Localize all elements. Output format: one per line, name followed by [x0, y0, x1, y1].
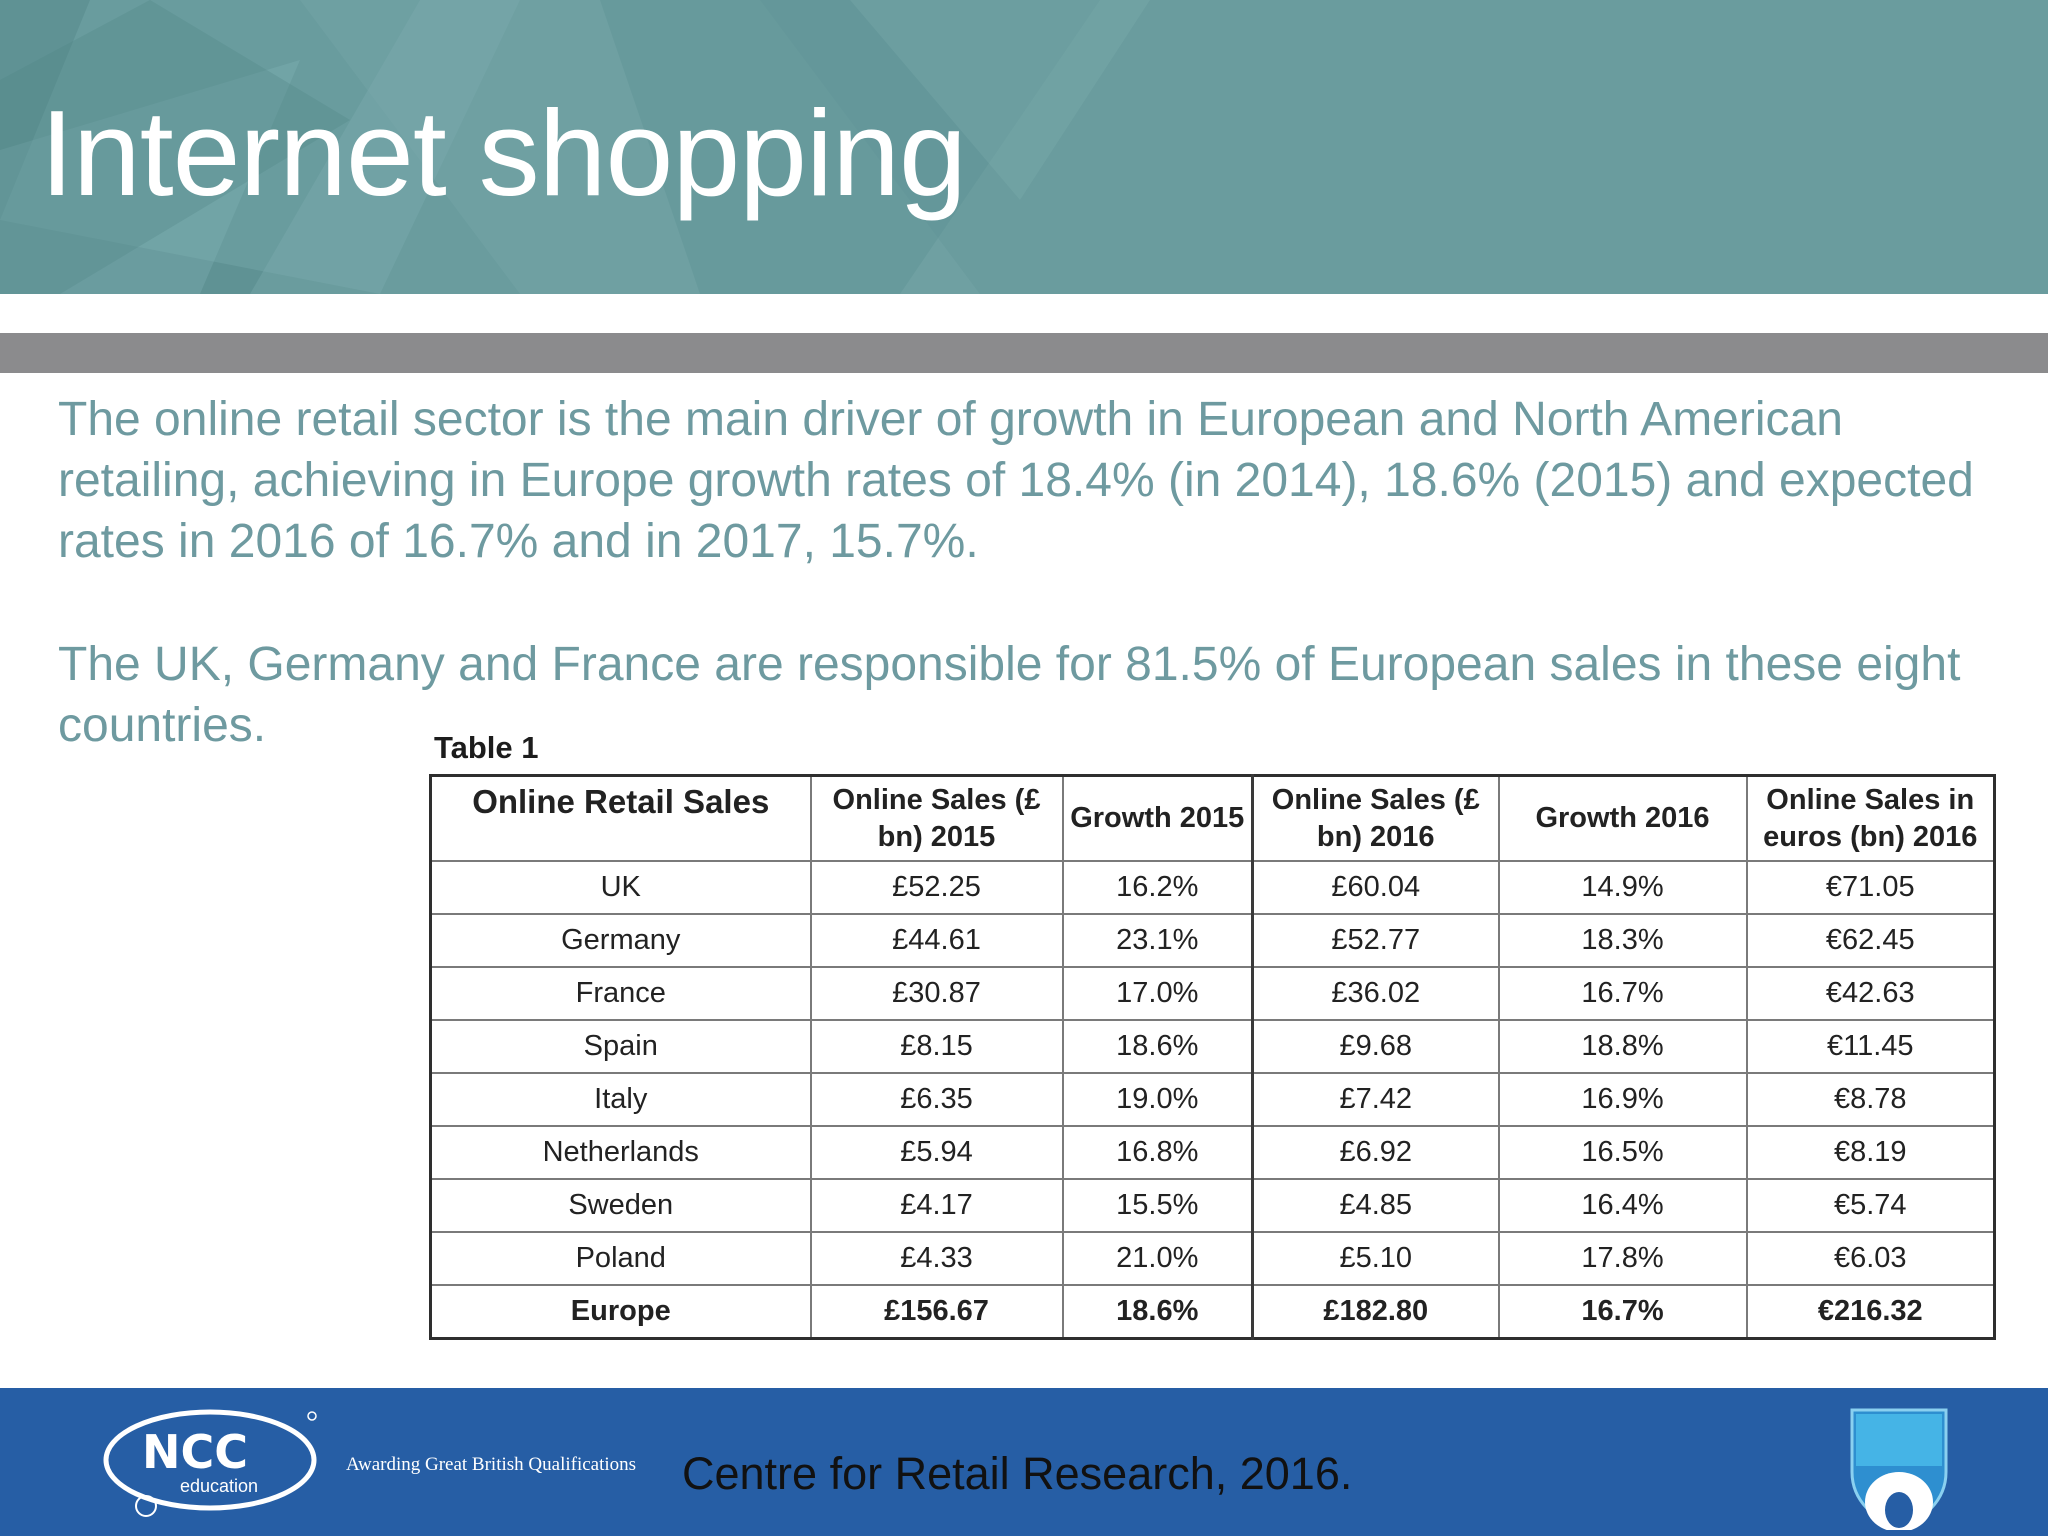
table-cell: €71.05 — [1745, 860, 1996, 915]
table-row: Netherlands £5.94 16.8% £6.92 16.5% €8.1… — [429, 1125, 1996, 1180]
table-cell: €5.74 — [1745, 1178, 1996, 1233]
slide-header: Internet shopping — [0, 0, 2048, 294]
table-cell: £8.15 — [809, 1019, 1064, 1074]
footer-tagline: Awarding Great British Qualifications — [346, 1454, 637, 1475]
header-cell: Online Retail Sales — [429, 774, 812, 862]
table-cell: £6.35 — [809, 1072, 1064, 1127]
table-cell: 16.2% — [1061, 860, 1254, 915]
table-cell: 21.0% — [1061, 1231, 1254, 1286]
country-cell: France — [429, 966, 812, 1021]
country-cell: Poland — [429, 1231, 812, 1286]
table-cell: £156.67 — [809, 1284, 1064, 1340]
country-cell: Netherlands — [429, 1125, 812, 1180]
table-cell: 18.6% — [1061, 1019, 1254, 1074]
table-cell: €8.19 — [1745, 1125, 1996, 1180]
table-cell: £44.61 — [809, 913, 1064, 968]
table-cell: 18.3% — [1497, 913, 1748, 968]
country-cell: Germany — [429, 913, 812, 968]
source-citation: Centre for Retail Research, 2016. — [682, 1448, 1353, 1499]
header-cell: Online Sales in euros (bn) 2016 — [1745, 774, 1996, 862]
online-retail-sales-table: Online Retail Sales Online Sales (£ bn) … — [429, 774, 1996, 1340]
header-cell: Growth 2015 — [1061, 774, 1254, 862]
table-cell: €62.45 — [1745, 913, 1996, 968]
country-cell: UK — [429, 860, 812, 915]
table-cell: £30.87 — [809, 966, 1064, 1021]
header-cell: Online Sales (£ bn) 2016 — [1251, 774, 1500, 862]
table-cell: 16.5% — [1497, 1125, 1748, 1180]
table-cell: €11.45 — [1745, 1019, 1996, 1074]
table-caption: Table 1 — [434, 730, 539, 765]
table-cell: 16.4% — [1497, 1178, 1748, 1233]
table-cell: €42.63 — [1745, 966, 1996, 1021]
country-cell: Europe — [429, 1284, 812, 1340]
table-row: France £30.87 17.0% £36.02 16.7% €42.63 — [429, 966, 1996, 1021]
table-row: Italy £6.35 19.0% £7.42 16.9% €8.78 — [429, 1072, 1996, 1127]
table-cell: €216.32 — [1745, 1284, 1996, 1340]
table-row: UK £52.25 16.2% £60.04 14.9% €71.05 — [429, 860, 1996, 915]
divider-bar — [0, 333, 2048, 373]
table-cell: 16.7% — [1497, 1284, 1748, 1340]
table-cell: 17.0% — [1061, 966, 1254, 1021]
table-cell: 19.0% — [1061, 1072, 1254, 1127]
table-cell: 18.6% — [1061, 1284, 1254, 1340]
slide-title: Internet shopping — [40, 85, 967, 221]
table-cell: £6.92 — [1251, 1125, 1500, 1180]
header-geometric-pattern — [0, 0, 1150, 294]
table-cell: 15.5% — [1061, 1178, 1254, 1233]
table-cell: 18.8% — [1497, 1019, 1748, 1074]
table-row: Poland £4.33 21.0% £5.10 17.8% €6.03 — [429, 1231, 1996, 1286]
country-cell: Spain — [429, 1019, 812, 1074]
header-cell: Online Sales (£ bn) 2015 — [809, 774, 1064, 862]
table-cell: £4.85 — [1251, 1178, 1500, 1233]
intro-paragraph: The online retail sector is the main dri… — [58, 393, 1974, 568]
country-cell: Sweden — [429, 1178, 812, 1233]
slide-footer: NCC education Awarding Great British Qua… — [0, 1388, 2048, 1536]
svg-text:education: education — [180, 1476, 258, 1496]
table-header-row: Online Retail Sales Online Sales (£ bn) … — [429, 774, 1996, 862]
table-cell: 16.8% — [1061, 1125, 1254, 1180]
shield-icon — [1850, 1408, 1948, 1530]
table-row: Germany £44.61 23.1% £52.77 18.3% €62.45 — [429, 913, 1996, 968]
table-cell: €8.78 — [1745, 1072, 1996, 1127]
table-cell: 16.7% — [1497, 966, 1748, 1021]
table-cell: £5.10 — [1251, 1231, 1500, 1286]
table-cell: £52.25 — [809, 860, 1064, 915]
table-cell: £7.42 — [1251, 1072, 1500, 1127]
svg-text:NCC: NCC — [142, 1425, 248, 1479]
table-row: Sweden £4.17 15.5% £4.85 16.4% €5.74 — [429, 1178, 1996, 1233]
table-cell: £52.77 — [1251, 913, 1500, 968]
ncc-education-logo: NCC education — [103, 1409, 317, 1517]
table-cell: 17.8% — [1497, 1231, 1748, 1286]
table-cell: £9.68 — [1251, 1019, 1500, 1074]
table-cell: £182.80 — [1251, 1284, 1500, 1340]
share-paragraph: The UK, Germany and France are responsib… — [58, 638, 1961, 752]
table-cell: £60.04 — [1251, 860, 1500, 915]
header-cell: Growth 2016 — [1497, 774, 1748, 862]
table-cell: 14.9% — [1497, 860, 1748, 915]
table-cell: £36.02 — [1251, 966, 1500, 1021]
table-cell: £4.33 — [809, 1231, 1064, 1286]
table-cell: €6.03 — [1745, 1231, 1996, 1286]
country-cell: Italy — [429, 1072, 812, 1127]
table-cell: 23.1% — [1061, 913, 1254, 968]
table-cell: £4.17 — [809, 1178, 1064, 1233]
table-cell: £5.94 — [809, 1125, 1064, 1180]
table-cell: 16.9% — [1497, 1072, 1748, 1127]
table-row: Spain £8.15 18.6% £9.68 18.8% €11.45 — [429, 1019, 1996, 1074]
table-total-row: Europe £156.67 18.6% £182.80 16.7% €216.… — [429, 1284, 1996, 1340]
